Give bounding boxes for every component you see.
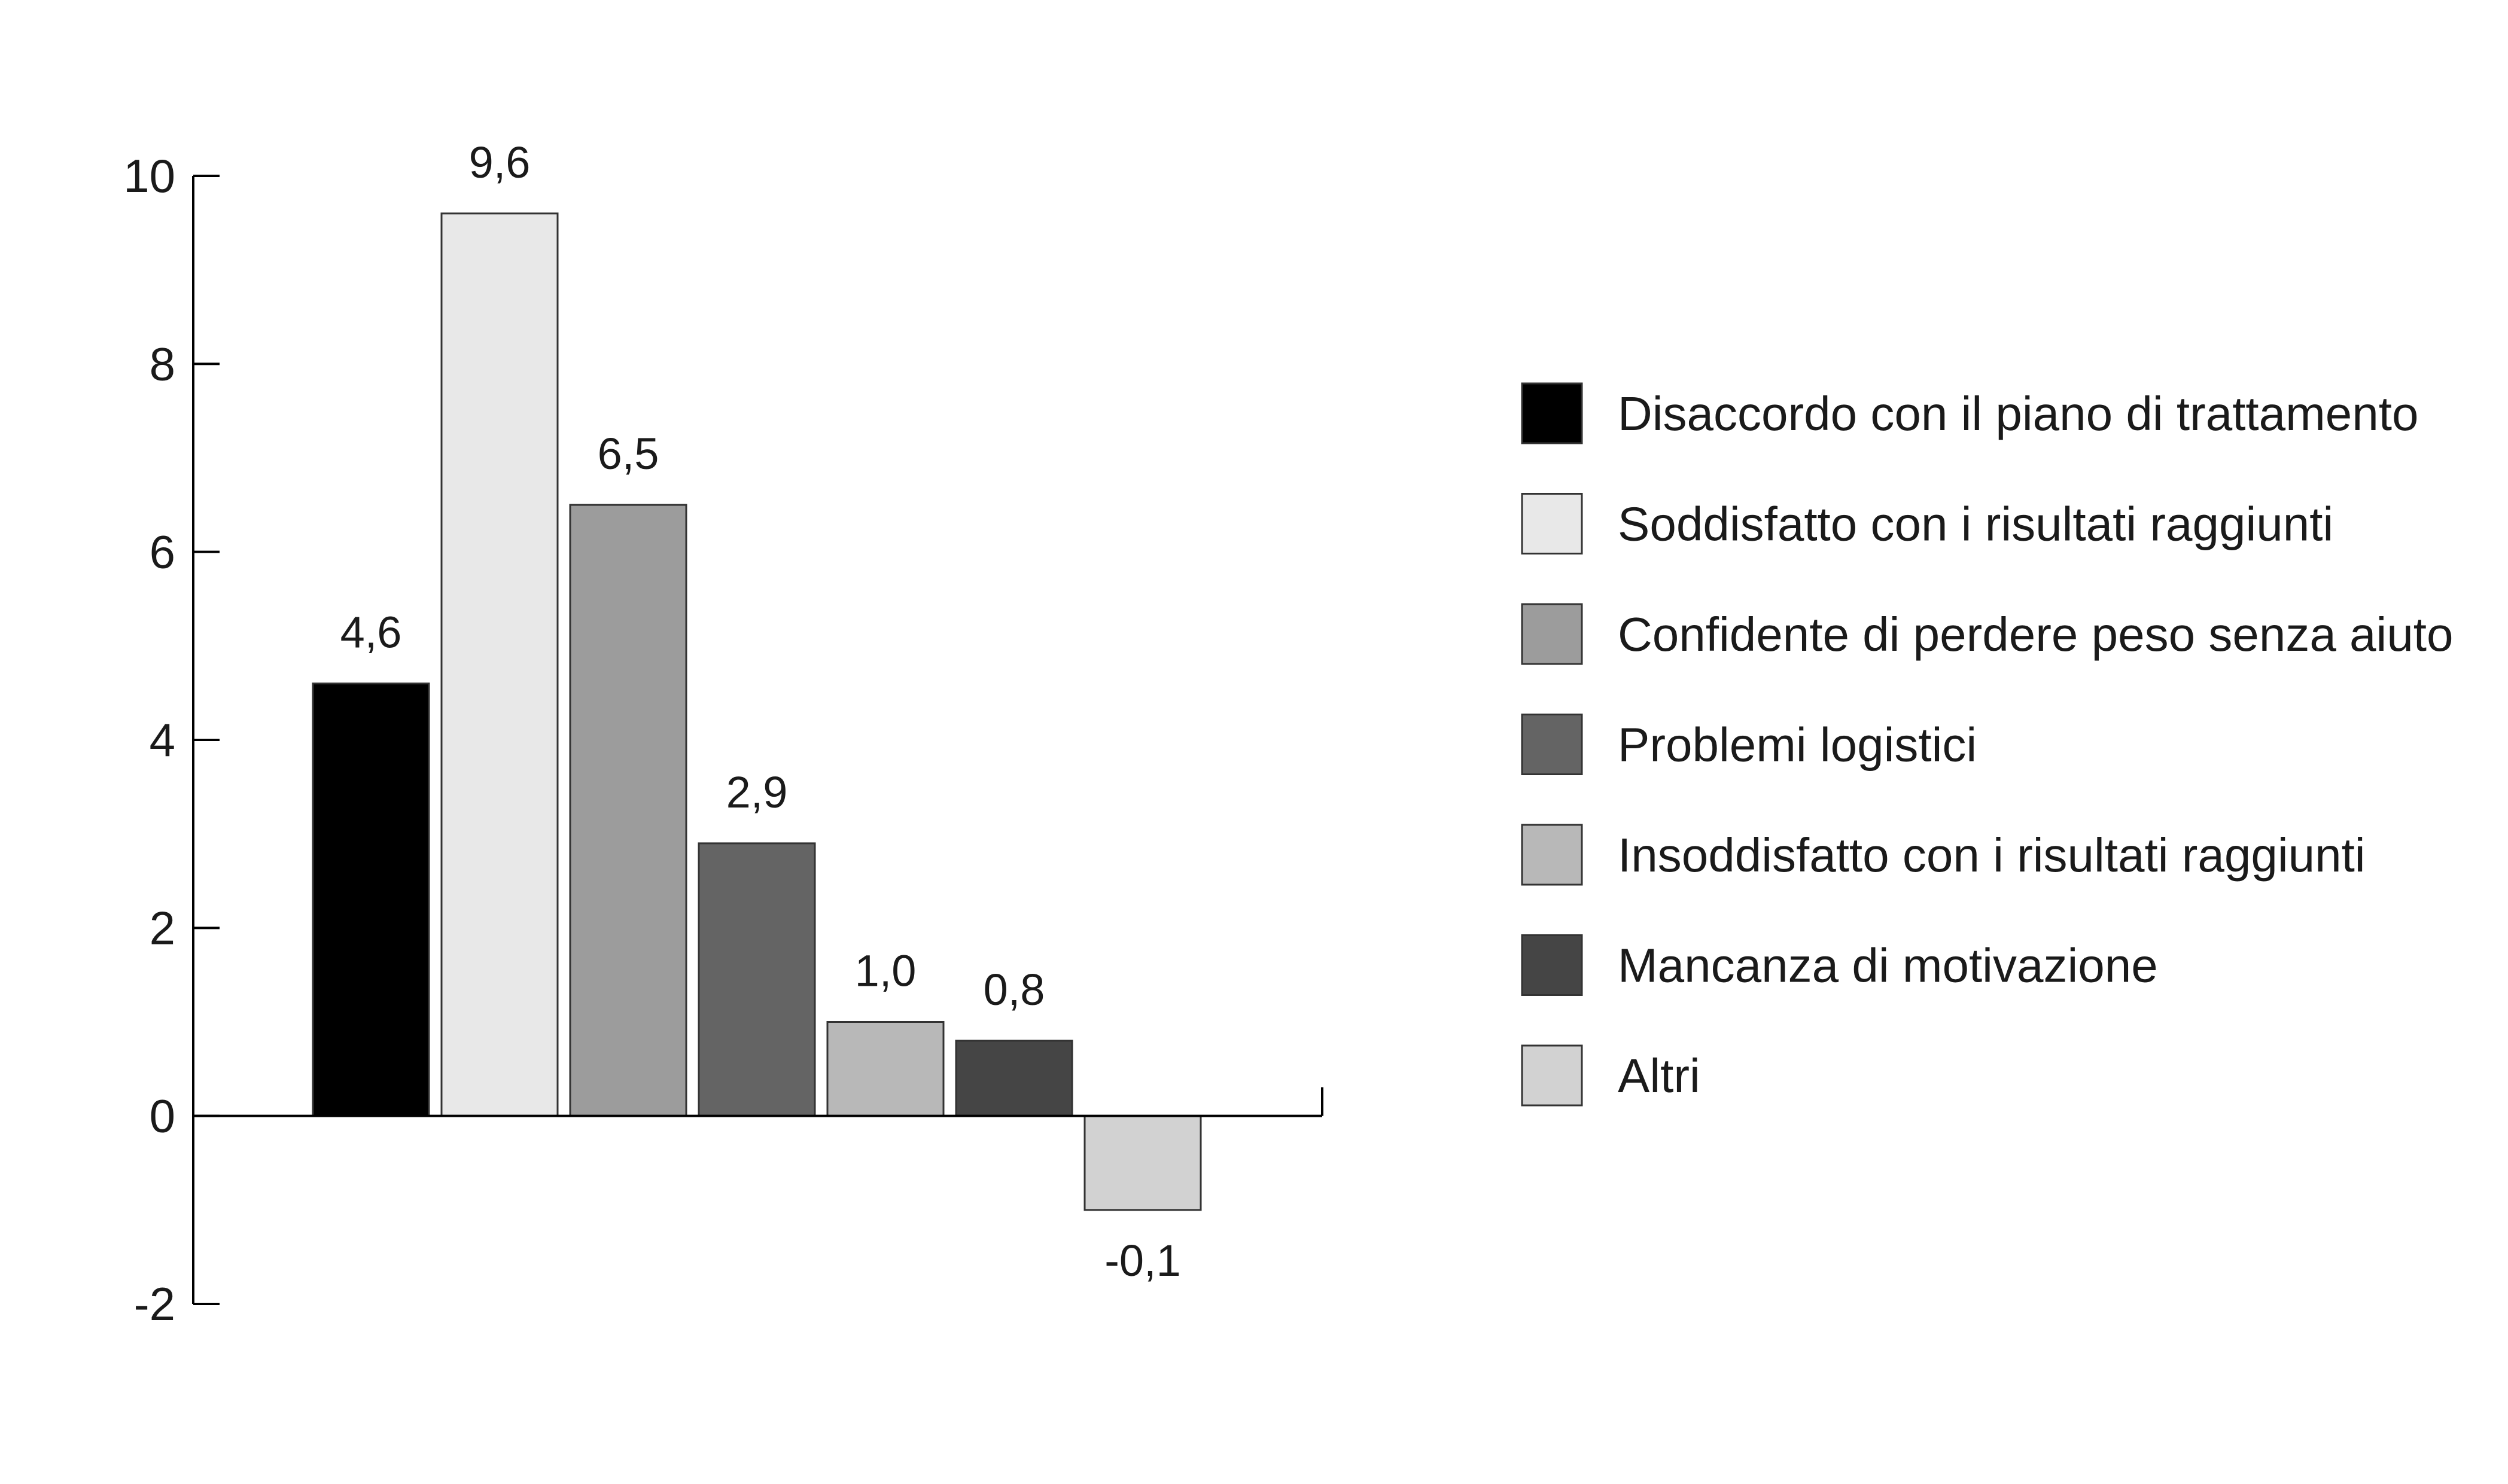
bar-value-label: 4,6 [340,608,402,657]
legend-swatch [1521,714,1583,775]
bar [698,842,816,1117]
legend-label: Confidente di perdere peso senza aiuto [1618,608,2454,661]
y-tick-label: 8 [150,337,175,390]
y-tick-label: 4 [150,714,175,766]
bar [569,504,687,1117]
y-tick-label: -2 [134,1278,175,1330]
legend-swatch [1521,603,1583,665]
legend-label: Mancanza di motivazione [1618,939,2158,992]
legend-label: Disaccordo con il piano di trattamento [1618,387,2418,440]
bar-value-label: 6,5 [598,429,659,479]
bar-value-label: 0,8 [984,965,1045,1014]
legend-swatch [1521,1044,1583,1107]
bar [955,1040,1073,1117]
legend-swatch [1521,382,1583,444]
y-tick-label: 2 [150,901,175,954]
bar-value-label: -0,1 [1104,1236,1181,1285]
legend-swatch [1521,934,1583,996]
y-tick-label: 10 [123,150,175,202]
legend-swatch [1521,493,1583,554]
bar [312,682,430,1117]
legend-swatch [1521,824,1583,886]
bar-value-label: 9,6 [469,138,531,187]
bar-value-label: 2,9 [726,767,788,817]
bar [1083,1115,1202,1211]
x-axis [193,1087,1323,1117]
bar [440,212,559,1117]
y-axis: 10 8 6 4 2 0 -2 [123,150,220,1330]
y-tick-label: 0 [150,1090,175,1142]
legend: Disaccordo con il piano di trattamento So… [1521,382,2454,1107]
value-labels: 4,6 9,6 6,5 2,9 1,0 0,8 -0,1 [340,138,1181,1285]
legend-label: Altri [1618,1049,1700,1102]
bar-value-label: 1,0 [855,946,917,996]
bars [312,212,1202,1211]
y-tick-label: 6 [150,526,175,578]
legend-label: Soddisfatto con i risultati raggiunti [1618,498,2333,551]
bar [826,1021,945,1117]
legend-label: Insoddisfatto con i risultati raggiunti [1618,828,2366,882]
legend-label: Problemi logistici [1618,718,1977,772]
